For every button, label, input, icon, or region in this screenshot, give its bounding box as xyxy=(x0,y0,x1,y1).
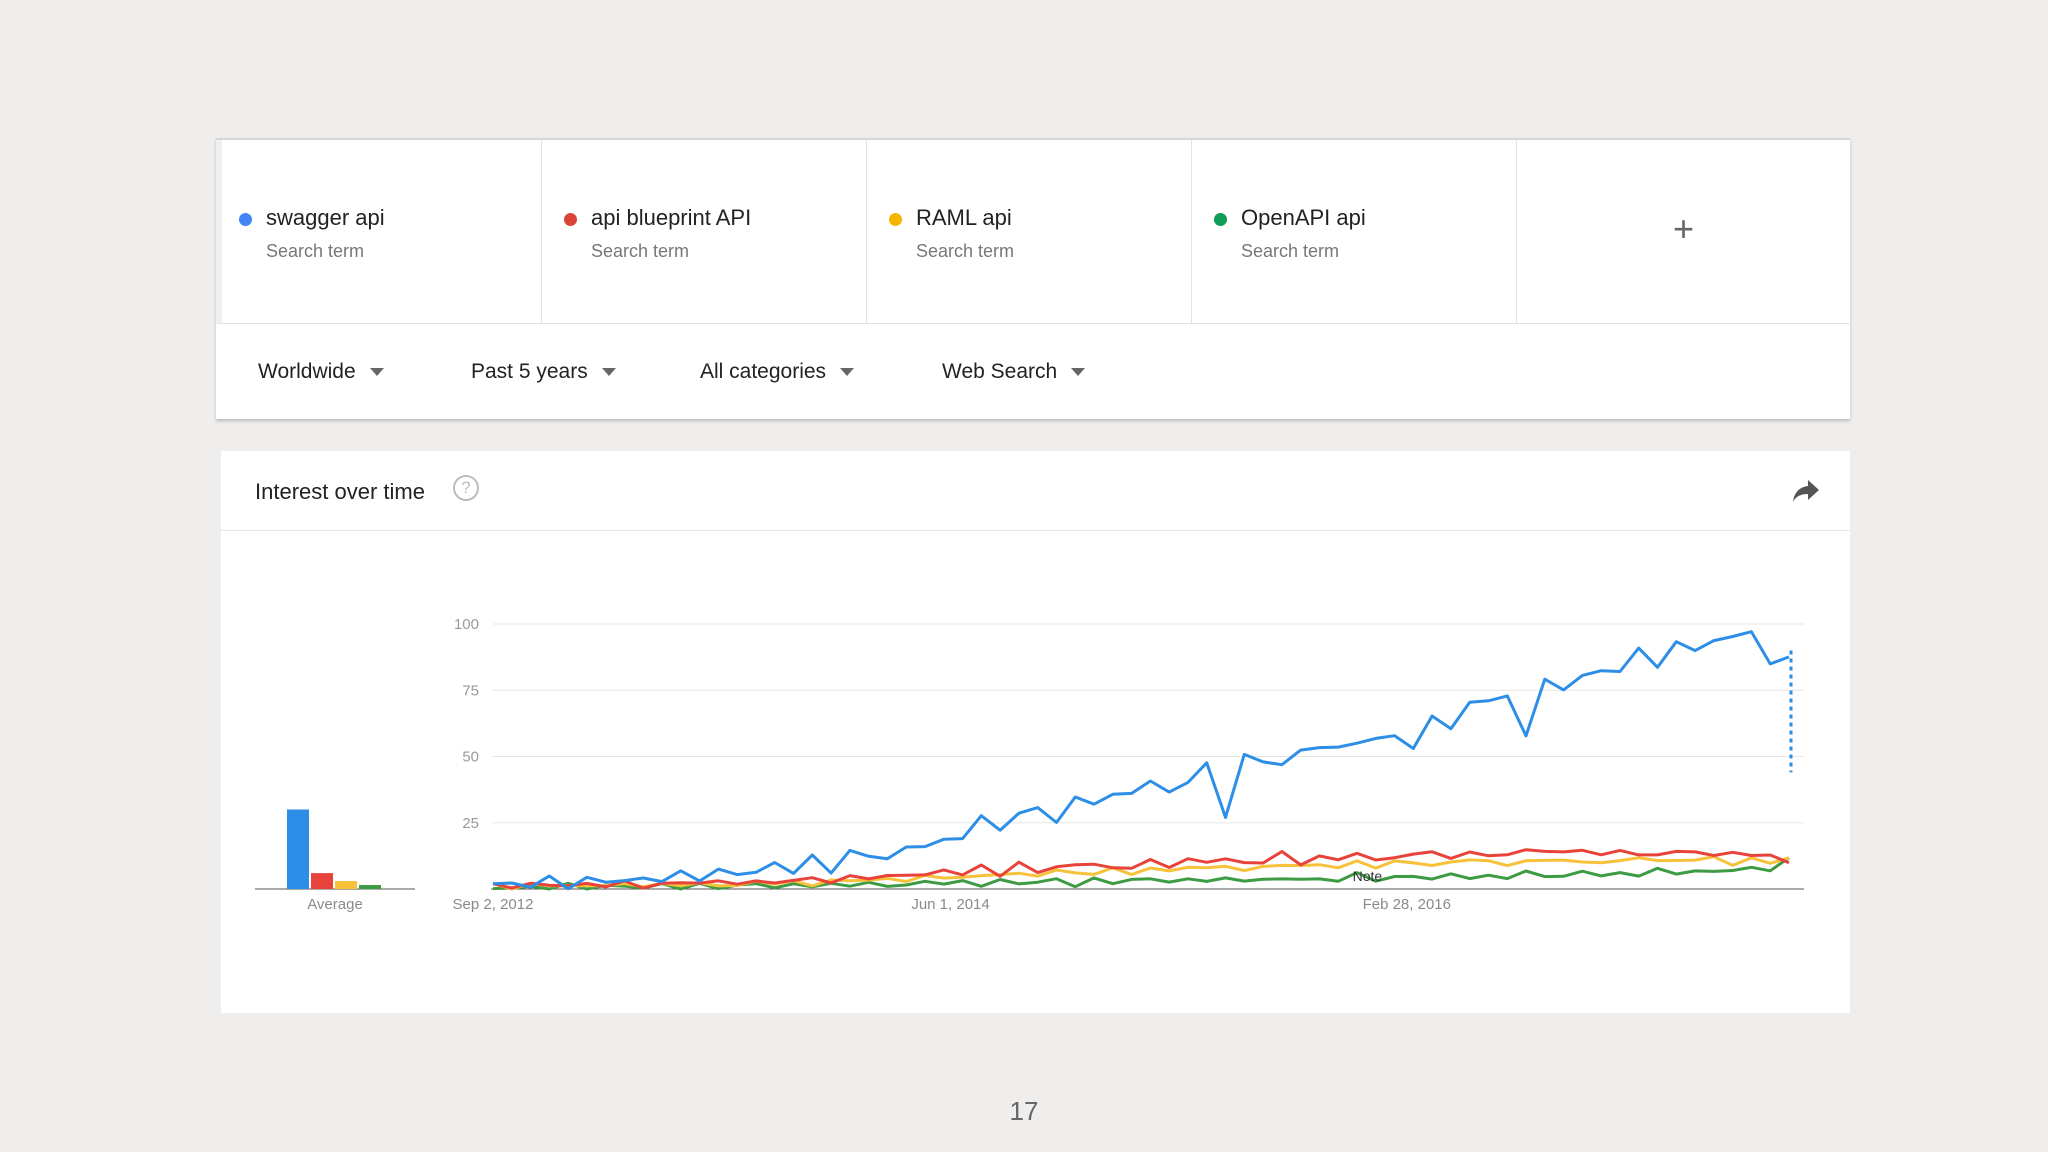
series-color-dot xyxy=(889,213,902,226)
category-label: All categories xyxy=(700,359,827,383)
slide-page-number: 17 xyxy=(1009,1096,1039,1126)
series-color-dot xyxy=(1214,213,1227,226)
category-dropdown[interactable]: All categories xyxy=(700,324,855,419)
dropdown-arrow-icon xyxy=(369,367,384,376)
term-type-label: Search term xyxy=(1241,241,1340,261)
y-tick-label: 50 xyxy=(462,749,479,766)
time-range-label: Past 5 years xyxy=(471,359,588,383)
average-bar xyxy=(311,873,333,889)
search-terms-row: swagger api Search term api blueprint AP… xyxy=(216,140,1850,324)
note-annotation: Note xyxy=(1353,868,1383,884)
series-line xyxy=(492,630,1790,891)
chart-title: Interest over time xyxy=(255,479,425,504)
trend-chart: 100 75 50 25 Sep 2, 2012 Jun 1, 2014 Feb 28, 2… xyxy=(255,616,1804,913)
series-line xyxy=(492,848,1790,890)
term-chip-openapi[interactable]: OpenAPI api Search term xyxy=(1191,140,1516,324)
series-color-dot xyxy=(239,213,252,226)
term-label: api blueprint API xyxy=(591,205,752,230)
dropdown-arrow-icon xyxy=(601,367,616,376)
x-tick-label: Jun 1, 2014 xyxy=(911,896,989,913)
series-color-dot xyxy=(564,213,577,226)
term-label: RAML api xyxy=(916,205,1012,230)
term-chip-swagger[interactable]: swagger api Search term xyxy=(216,140,541,324)
time-range-dropdown[interactable]: Past 5 years xyxy=(471,324,616,419)
dropdown-arrow-icon xyxy=(1071,367,1086,376)
term-label: swagger api xyxy=(266,205,385,230)
average-bar xyxy=(287,809,309,889)
term-chip-api-blueprint[interactable]: api blueprint API Search term xyxy=(541,140,866,324)
chart-header: Interest over time ? xyxy=(221,451,1850,531)
region-dropdown[interactable]: Worldwide xyxy=(258,324,384,419)
help-icon[interactable]: ? xyxy=(453,475,479,501)
search-type-label: Web Search xyxy=(942,359,1058,383)
x-tick-label: Sep 2, 2012 xyxy=(453,896,534,913)
explore-bar: swagger api Search term api blueprint AP… xyxy=(216,138,1850,419)
average-bar xyxy=(359,885,381,889)
y-tick-label: 75 xyxy=(462,682,479,699)
add-term-cell[interactable]: + xyxy=(1516,140,1850,324)
y-tick-label: 100 xyxy=(454,616,479,633)
term-type-label: Search term xyxy=(266,241,365,261)
term-type-label: Search term xyxy=(591,241,690,261)
term-label: OpenAPI api xyxy=(1241,205,1366,230)
y-tick-label: 25 xyxy=(462,815,479,832)
share-icon[interactable] xyxy=(1791,477,1821,505)
average-label: Average xyxy=(307,896,363,913)
region-label: Worldwide xyxy=(258,359,356,383)
series-line xyxy=(492,856,1790,891)
x-tick-label: Feb 28, 2016 xyxy=(1363,896,1451,913)
term-chip-raml[interactable]: RAML api Search term xyxy=(866,140,1191,324)
filters-row: Worldwide Past 5 years All categories We… xyxy=(216,324,1850,419)
dropdown-arrow-icon xyxy=(840,367,855,376)
add-comparison-icon[interactable]: + xyxy=(1672,208,1695,249)
average-bar xyxy=(335,881,357,889)
search-type-dropdown[interactable]: Web Search xyxy=(942,324,1086,419)
term-type-label: Search term xyxy=(916,241,1015,261)
series-line xyxy=(492,855,1790,891)
interest-over-time-card: Interest over time ? 100 75 50 25 Sep 2, 201… xyxy=(221,451,1850,1013)
